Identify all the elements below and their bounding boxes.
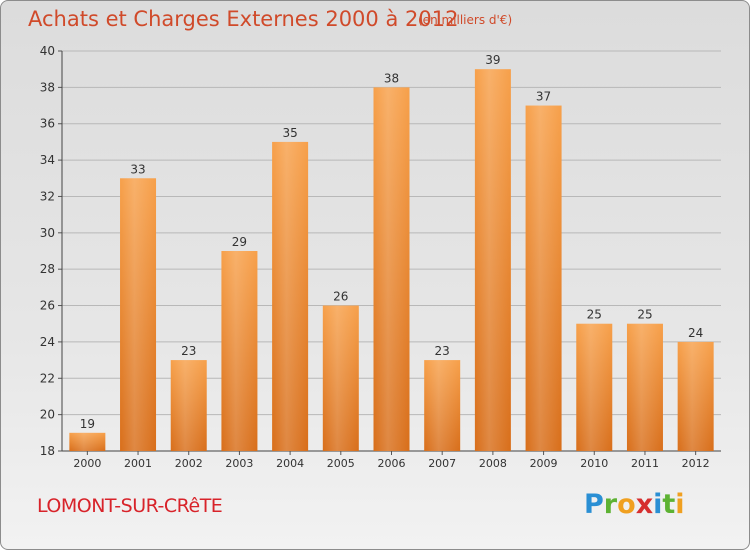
x-tick-label: 2011 — [631, 457, 659, 470]
y-tick-label: 22 — [40, 371, 55, 385]
label-layer: 18 20 22 24 26 28 30 32 34 36 38 40 19 2000 33 2001 23 20… — [40, 44, 710, 470]
y-tick-label: 38 — [40, 80, 55, 94]
x-tick-label: 2000 — [73, 457, 101, 470]
logo-letter: P — [584, 489, 604, 520]
logo-letter: o — [617, 489, 636, 520]
x-tick-label: 2004 — [276, 457, 304, 470]
bar-highlight — [272, 141, 309, 451]
bar-value-label: 37 — [536, 90, 551, 104]
x-tick-label: 2001 — [124, 457, 152, 470]
bar-value-label: 25 — [587, 308, 602, 322]
x-tick-label: 2009 — [530, 457, 558, 470]
y-tick-label: 30 — [40, 226, 55, 240]
bar-value-label: 39 — [485, 53, 500, 67]
bar-value-label: 25 — [637, 308, 652, 322]
x-tick-label: 2002 — [175, 457, 203, 470]
bar-value-label: 35 — [282, 126, 297, 140]
bar-highlight — [424, 360, 461, 451]
x-tick-label: 2007 — [428, 457, 456, 470]
bar-highlight — [221, 251, 258, 451]
bar-value-label: 26 — [333, 290, 348, 304]
y-tick-label: 32 — [40, 189, 55, 203]
logo-letter: i — [653, 489, 663, 520]
chart-subtitle: (en milliers d'€) — [418, 13, 513, 27]
y-tick-label: 28 — [40, 262, 55, 276]
y-tick-label: 40 — [40, 44, 55, 58]
y-tick-label: 18 — [40, 444, 55, 458]
y-tick-label: 20 — [40, 408, 55, 422]
chart-title: Achats et Charges Externes 2000 à 2012 — [28, 7, 459, 31]
commune-name: LOMONT-SUR-CRêTE — [37, 495, 223, 517]
bar-value-label: 23 — [435, 344, 450, 358]
bar-highlight — [120, 178, 157, 452]
bar-layer — [69, 69, 714, 452]
bar-highlight — [373, 87, 410, 451]
y-tick-label: 34 — [40, 153, 55, 167]
y-tick-label: 26 — [40, 299, 55, 313]
bar-highlight — [474, 69, 511, 451]
logo-letter: i — [675, 489, 685, 520]
bar-highlight — [170, 360, 207, 451]
x-tick-label: 2006 — [378, 457, 406, 470]
x-tick-label: 2003 — [225, 457, 253, 470]
bar-value-label: 38 — [384, 71, 399, 85]
logo-letter: r — [603, 489, 618, 520]
logo-letter: x — [635, 489, 654, 520]
bar-value-label: 33 — [130, 162, 145, 176]
bar-value-label: 19 — [80, 417, 95, 431]
x-tick-label: 2010 — [580, 457, 608, 470]
y-tick-label: 24 — [40, 335, 55, 349]
bar-value-label: 29 — [232, 235, 247, 249]
logo-letter: t — [662, 489, 676, 520]
y-tick-label: 36 — [40, 117, 55, 131]
bar-value-label: 24 — [688, 326, 703, 340]
proxiti-logo[interactable]: Proxiti — [584, 489, 685, 520]
bar-value-label: 23 — [181, 344, 196, 358]
bar-highlight — [576, 323, 613, 451]
x-tick-label: 2012 — [682, 457, 710, 470]
bar-highlight — [626, 323, 663, 451]
bar-highlight — [322, 305, 359, 451]
x-tick-label: 2008 — [479, 457, 507, 470]
x-tick-label: 2005 — [327, 457, 355, 470]
bar-highlight — [525, 105, 562, 451]
bar-highlight — [69, 432, 106, 451]
bar-highlight — [677, 341, 714, 451]
